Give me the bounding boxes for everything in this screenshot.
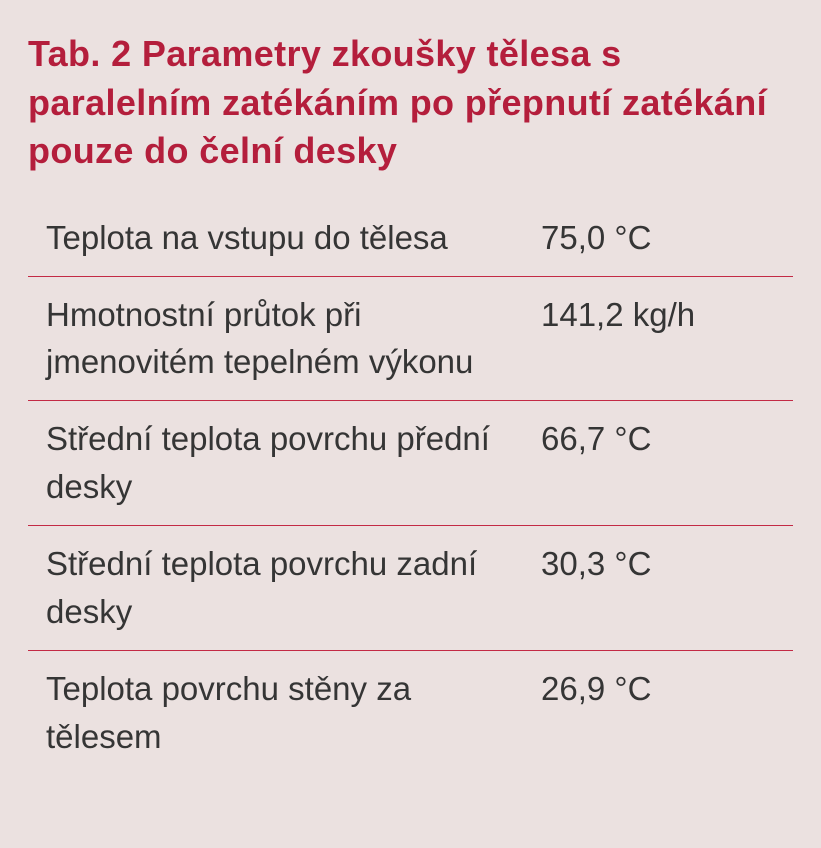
table-row: Střední teplota povrchu přední desky 66,… <box>28 401 793 526</box>
table-row: Teplota povrchu stěny za tělesem 26,9 °C <box>28 651 793 775</box>
table-row: Teplota na vstupu do tělesa 75,0 °C <box>28 200 793 277</box>
row-label: Hmotnostní průtok při jmenovitém tepelné… <box>46 291 541 387</box>
row-value: 75,0 °C <box>541 214 793 262</box>
row-value: 66,7 °C <box>541 415 793 511</box>
table-title: Tab. 2 Parametry zkoušky tělesa s parale… <box>28 30 793 176</box>
row-label: Teplota na vstupu do tělesa <box>46 214 541 262</box>
parameter-table: Teplota na vstupu do tělesa 75,0 °C Hmot… <box>28 200 793 775</box>
table-row: Hmotnostní průtok při jmenovitém tepelné… <box>28 277 793 402</box>
row-label: Střední teplota povrchu přední desky <box>46 415 541 511</box>
row-value: 30,3 °C <box>541 540 793 636</box>
row-value: 26,9 °C <box>541 665 793 761</box>
row-label: Střední teplota povrchu zadní desky <box>46 540 541 636</box>
table-row: Střední teplota povrchu zadní desky 30,3… <box>28 526 793 651</box>
row-value: 141,2 kg/h <box>541 291 793 387</box>
row-label: Teplota povrchu stěny za tělesem <box>46 665 541 761</box>
